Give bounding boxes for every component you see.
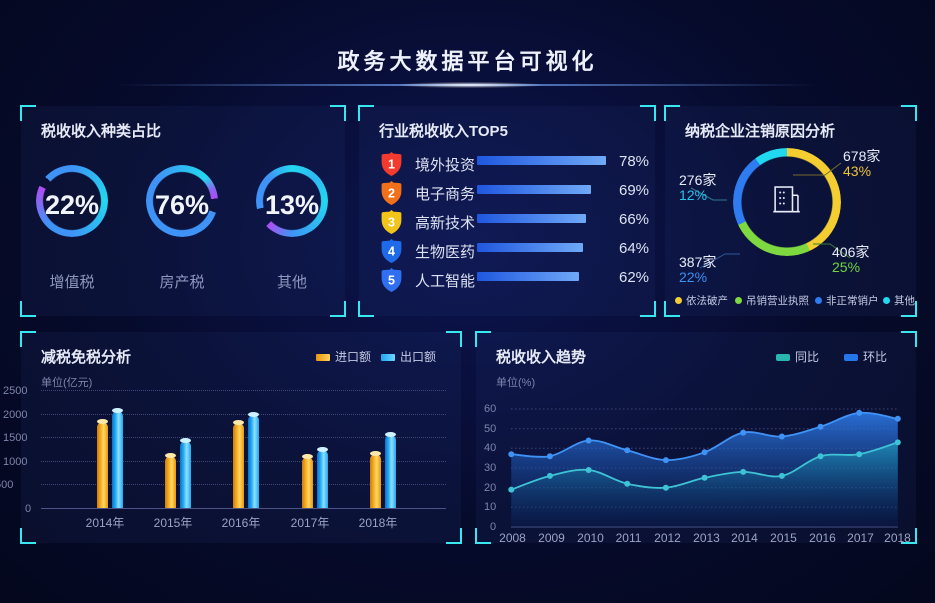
svg-text:1: 1 (388, 158, 395, 172)
svg-text:3: 3 (388, 216, 395, 230)
svg-text:5: 5 (388, 274, 395, 288)
svg-text:4: 4 (388, 245, 395, 259)
svg-text:2: 2 (388, 187, 395, 201)
